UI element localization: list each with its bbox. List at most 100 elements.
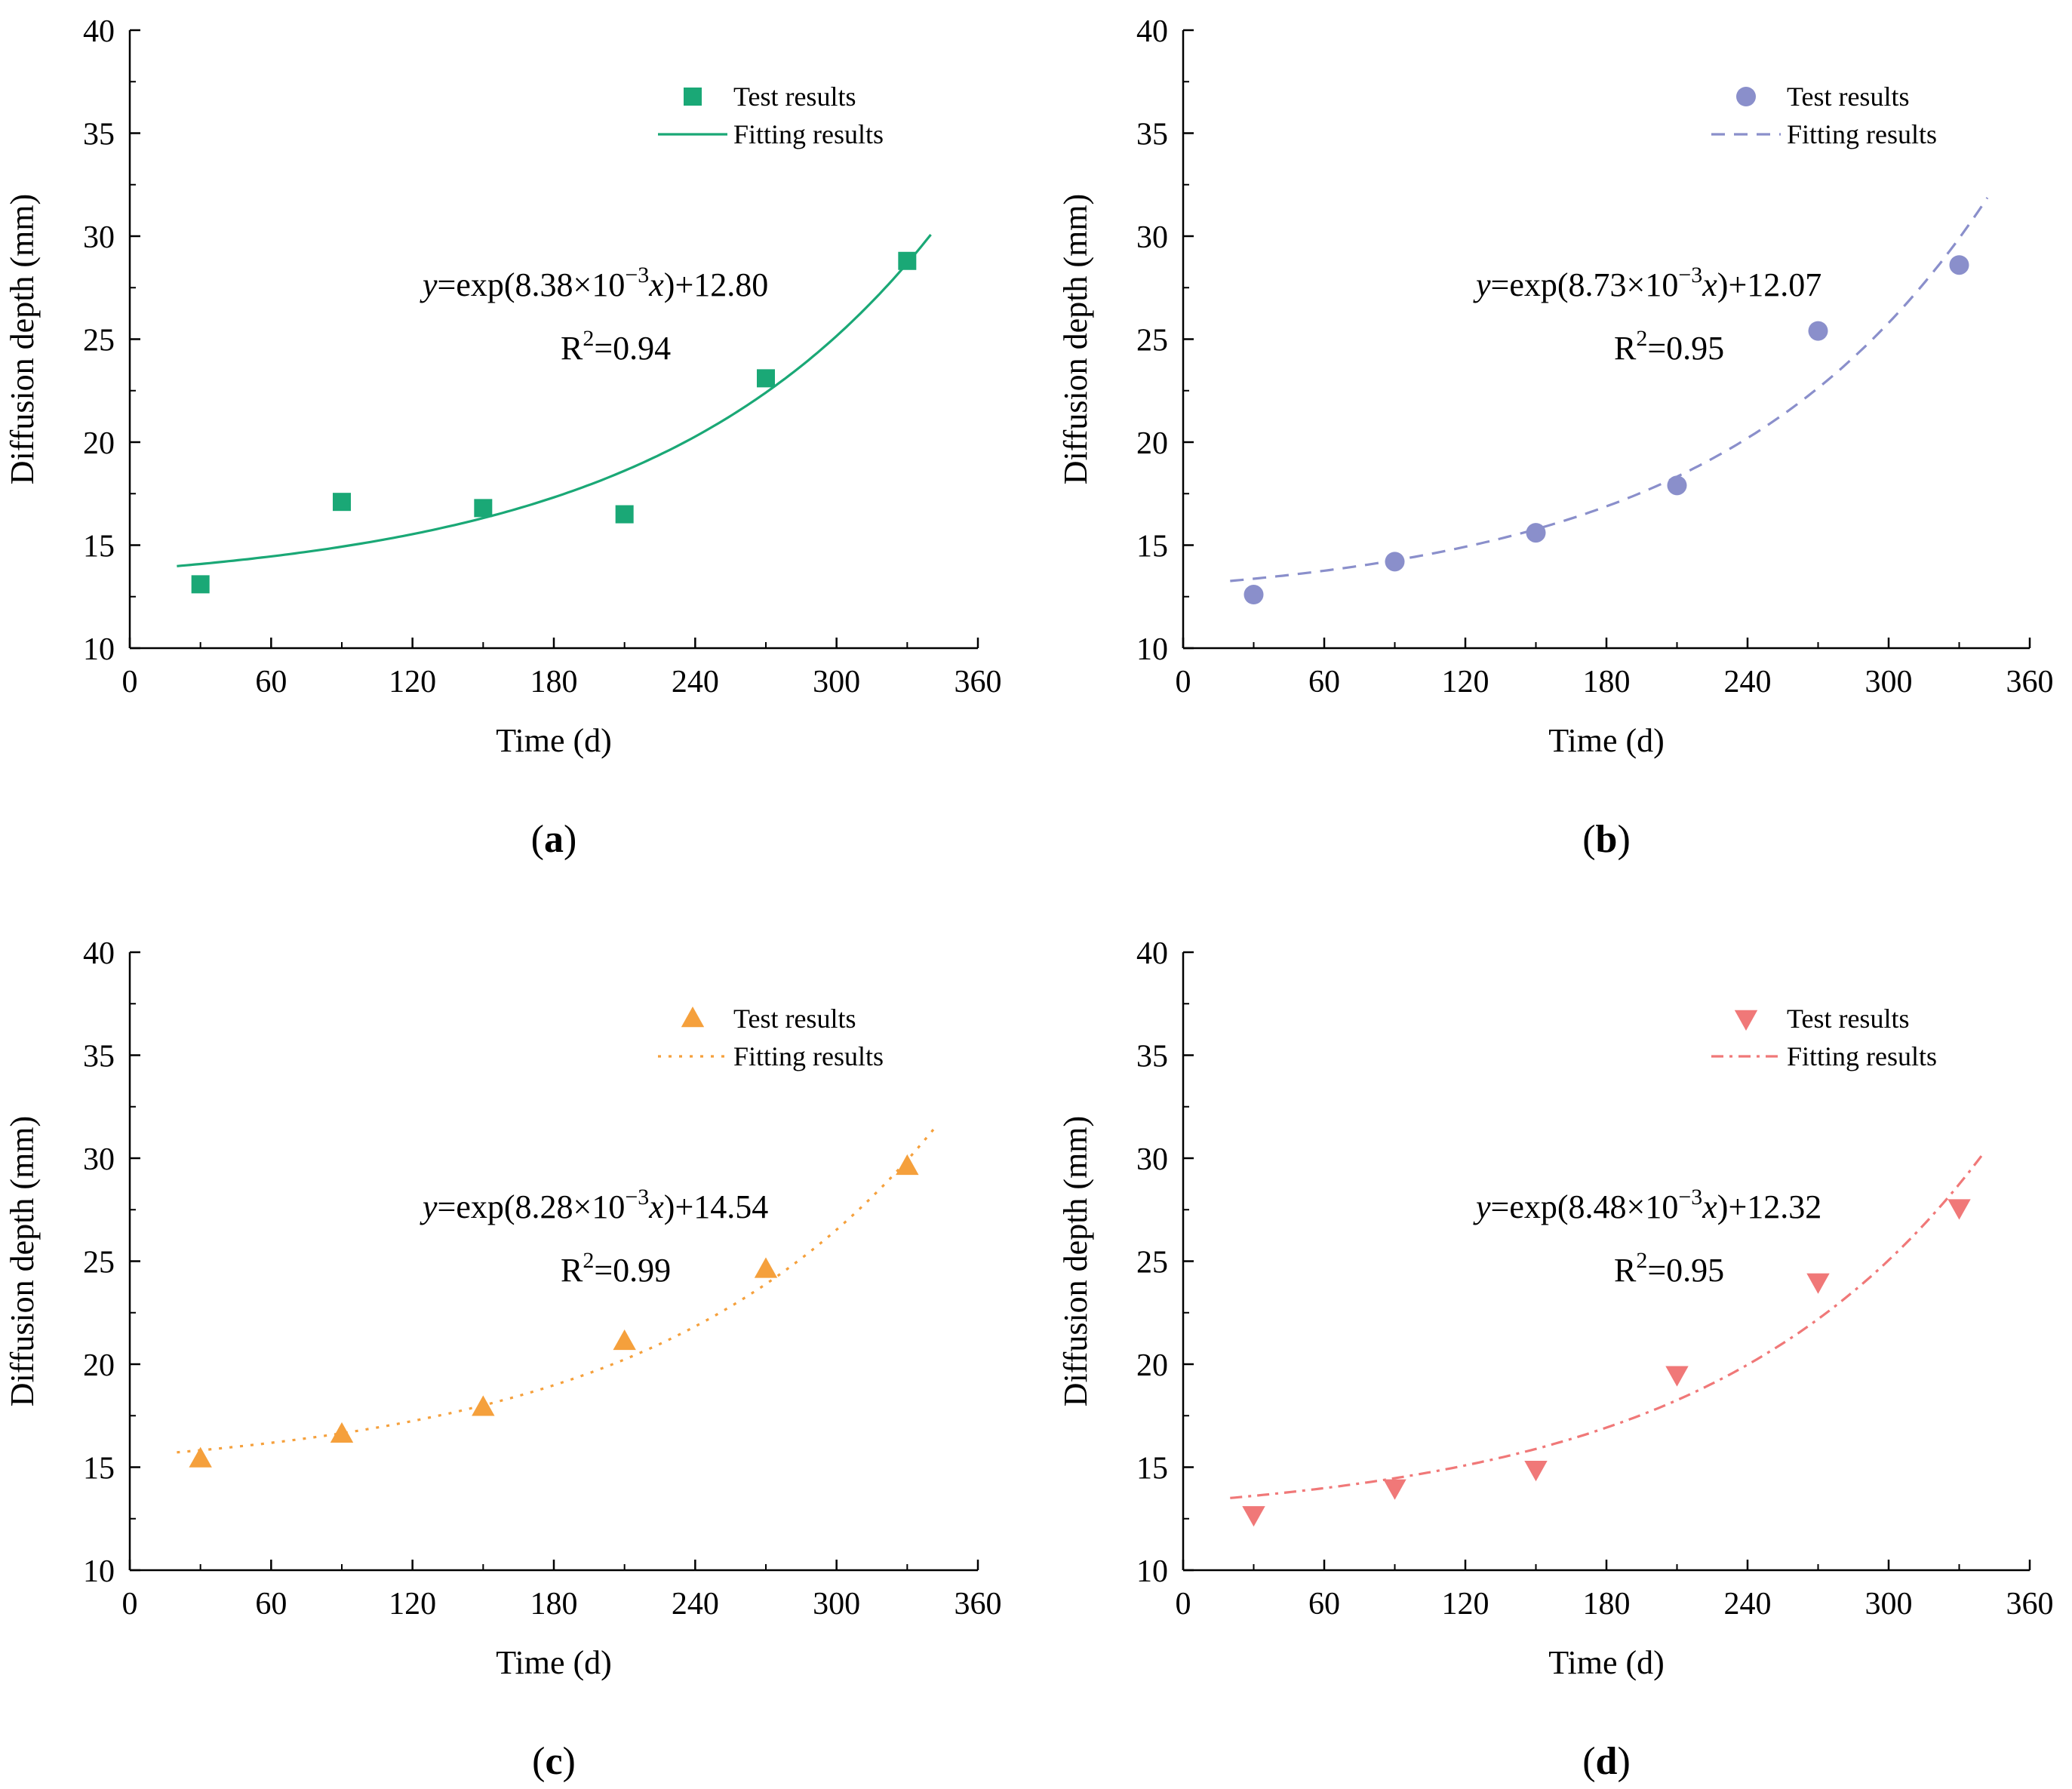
equation-body: =exp(8.48×10 <box>1491 1188 1679 1225</box>
x-tick-label: 120 <box>1442 665 1489 699</box>
y-tick-label: 25 <box>83 324 115 358</box>
test-point <box>1385 552 1405 572</box>
caption-open: ( <box>1582 1740 1595 1783</box>
panel-caption: (d) <box>1582 1740 1631 1783</box>
x-tick-label: 60 <box>1308 1587 1340 1621</box>
r-squared-exponent: 2 <box>583 326 594 351</box>
equation-variable: y <box>420 1188 438 1225</box>
test-point <box>333 493 351 512</box>
x-tick-label: 180 <box>530 665 578 699</box>
equation-exponent: −3 <box>625 1185 649 1210</box>
equation-variable: y <box>1473 1188 1491 1225</box>
panel-caption: (b) <box>1582 818 1631 861</box>
caption-letter: b <box>1596 818 1618 861</box>
r-squared-value: =0.99 <box>594 1252 671 1289</box>
chart-panel-b: 0 60 120 180 240 300 360 10 15 20 25 30 35 40 Time (d)… <box>1057 14 2054 861</box>
x-axis-title: Time (d) <box>1548 722 1665 759</box>
equation-x: x <box>1702 266 1717 303</box>
x-tick-label: 60 <box>1308 665 1340 699</box>
x-tick-label: 360 <box>955 1587 1002 1621</box>
test-point <box>1524 1461 1548 1482</box>
x-tick-label: 360 <box>2006 1587 2054 1621</box>
y-tick-label: 25 <box>1136 324 1168 358</box>
fitting-curve <box>1230 1153 1984 1499</box>
y-axis-title: Diffusion depth (mm) <box>4 194 41 484</box>
equation-x: x <box>648 266 664 303</box>
caption-open: ( <box>532 1740 545 1783</box>
r-squared-exponent: 2 <box>583 1248 594 1273</box>
test-point <box>757 369 775 388</box>
x-axis-title: Time (d) <box>496 722 612 759</box>
test-point <box>1383 1479 1406 1500</box>
equation-variable: y <box>420 266 438 303</box>
caption-letter: c <box>545 1740 562 1783</box>
y-tick-label: 10 <box>83 1554 115 1589</box>
y-axis-title: Diffusion depth (mm) <box>1057 194 1094 484</box>
chart-panel-d: 0 60 120 180 240 300 360 10 15 20 25 30 35 40 Time (d)… <box>1057 936 2054 1783</box>
r-squared: R2=0.94 <box>561 326 671 367</box>
caption-open: ( <box>531 818 544 861</box>
equation-variable: y <box>1473 266 1491 303</box>
y-tick-label: 35 <box>1136 1040 1168 1074</box>
x-tick-label: 240 <box>672 1587 719 1621</box>
equation-suffix: )+14.54 <box>664 1188 768 1225</box>
panel-caption: (a) <box>531 818 577 861</box>
y-tick-label: 10 <box>1136 1554 1168 1589</box>
y-tick-label: 25 <box>1136 1246 1168 1280</box>
y-tick-label: 20 <box>83 1348 115 1383</box>
test-point <box>615 505 634 524</box>
y-tick-label: 25 <box>83 1246 115 1280</box>
legend-label-fit: Fitting results <box>1787 1041 1937 1071</box>
x-tick-label: 300 <box>1865 665 1913 699</box>
chart-panel-a: 0 60 120 180 240 300 360 10 15 20 25 30 35 40 Time (d)… <box>4 14 1002 861</box>
test-point <box>1808 321 1828 341</box>
x-tick-label: 240 <box>1724 665 1772 699</box>
r-squared-label: R <box>561 330 583 367</box>
test-point <box>1242 1506 1265 1527</box>
legend-label-fit: Fitting results <box>733 1041 884 1071</box>
legend-marker <box>684 88 702 106</box>
r-squared: R2=0.95 <box>1614 1248 1724 1289</box>
fitting-curve <box>1230 197 1989 583</box>
y-axis-title: Diffusion depth (mm) <box>1057 1116 1094 1406</box>
legend-marker <box>1736 87 1756 106</box>
y-tick-label: 35 <box>1136 118 1168 152</box>
r-squared-value: =0.95 <box>1647 1252 1724 1289</box>
equation-exponent: −3 <box>1678 1185 1702 1210</box>
x-tick-label: 60 <box>255 665 287 699</box>
x-tick-label: 0 <box>1176 1587 1191 1621</box>
test-point <box>896 1154 919 1176</box>
test-point <box>1949 255 1969 275</box>
legend-label-test: Test results <box>1787 1004 1909 1034</box>
x-tick-label: 0 <box>1176 665 1191 699</box>
r-squared-label: R <box>561 1252 583 1289</box>
r-squared-exponent: 2 <box>1636 326 1647 351</box>
x-tick-label: 60 <box>255 1587 287 1621</box>
test-point <box>1947 1199 1971 1220</box>
test-point <box>754 1257 778 1278</box>
equation-exponent: −3 <box>625 263 649 287</box>
y-tick-label: 15 <box>1136 530 1168 564</box>
equation-exponent: −3 <box>1678 263 1702 287</box>
test-point <box>1667 475 1687 496</box>
x-tick-label: 120 <box>1442 1587 1489 1621</box>
r-squared: R2=0.95 <box>1614 326 1724 367</box>
legend-label-test: Test results <box>733 81 856 112</box>
fit-equation: y=exp(8.38×10−3x)+12.80 <box>420 263 768 303</box>
y-tick-label: 30 <box>83 220 115 255</box>
y-tick-label: 20 <box>1136 1348 1168 1383</box>
equation-body: =exp(8.38×10 <box>438 266 626 303</box>
test-point <box>1244 585 1264 605</box>
x-tick-label: 300 <box>813 1587 860 1621</box>
r-squared-value: =0.94 <box>594 330 671 367</box>
test-point <box>1806 1273 1830 1294</box>
fit-equation: y=exp(8.48×10−3x)+12.32 <box>1473 1185 1821 1225</box>
y-tick-label: 40 <box>83 14 115 49</box>
test-point <box>898 251 917 270</box>
y-tick-label: 35 <box>83 118 115 152</box>
x-tick-label: 180 <box>1583 665 1631 699</box>
test-point <box>191 575 210 594</box>
x-tick-label: 180 <box>1583 1587 1631 1621</box>
x-tick-label: 0 <box>122 1587 138 1621</box>
